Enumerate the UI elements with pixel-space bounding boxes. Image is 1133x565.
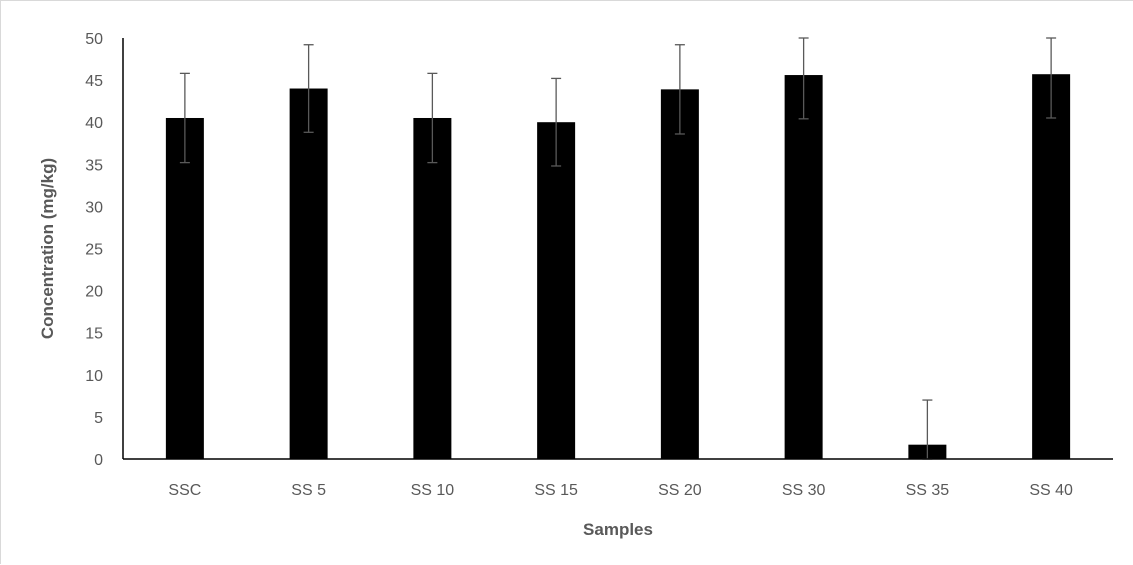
error-bar — [1046, 37, 1057, 119]
x-tick-label: SS 40 — [1029, 482, 1073, 499]
bars — [165, 74, 1071, 460]
y-tick-label: 0 — [94, 452, 103, 469]
x-tick-label: SS 5 — [291, 482, 326, 499]
bar — [784, 75, 823, 459]
y-tick-label: 45 — [85, 73, 103, 90]
y-tick-label: 40 — [85, 115, 103, 132]
y-tick-label: 10 — [85, 368, 103, 385]
x-tick-labels: SSC SS 5 SS 10 SS 15 SS 20 SS 30 SS 35 SS 40 — [168, 482, 1073, 499]
x-axis-title: Samples — [583, 520, 653, 539]
bar — [1032, 74, 1071, 460]
error-bar — [551, 77, 562, 167]
x-tick-label: SS 15 — [534, 482, 578, 499]
error-bars — [179, 37, 1057, 460]
error-bar — [179, 72, 190, 164]
error-bar — [427, 72, 438, 164]
error-bar — [798, 37, 809, 120]
y-tick-label: 5 — [94, 410, 103, 427]
y-tick-label: 25 — [85, 242, 103, 259]
y-tick-label: 20 — [85, 284, 103, 301]
bar — [289, 88, 328, 460]
x-tick-label: SS 35 — [906, 482, 950, 499]
x-tick-label: SS 10 — [411, 482, 455, 499]
error-bar — [674, 44, 685, 135]
bar — [165, 117, 204, 460]
y-tick-label: 30 — [85, 199, 103, 216]
x-tick-label: SS 20 — [658, 482, 702, 499]
y-tick-labels: 0 5 10 15 20 25 30 35 40 45 50 — [85, 31, 103, 469]
y-axis-title: Concentration (mg/kg) — [38, 158, 57, 339]
y-tick-label: 15 — [85, 326, 103, 343]
y-tick-label: 50 — [85, 31, 103, 48]
x-tick-label: SS 30 — [782, 482, 826, 499]
bar — [537, 122, 576, 459]
y-tick-label: 35 — [85, 157, 103, 174]
x-tick-label: SSC — [168, 482, 201, 499]
bar — [413, 117, 452, 460]
bar — [660, 89, 699, 459]
error-bar — [303, 44, 314, 133]
